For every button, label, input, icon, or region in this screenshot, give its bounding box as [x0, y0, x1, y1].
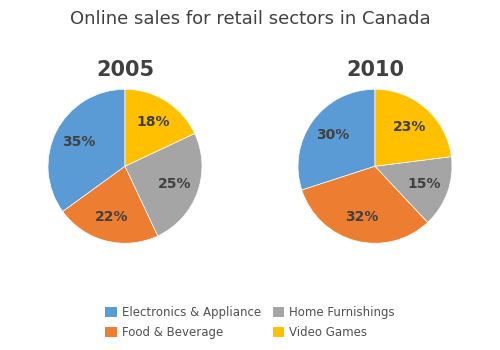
Text: 30%: 30% — [316, 128, 350, 142]
Text: 2005: 2005 — [96, 60, 154, 79]
Text: 35%: 35% — [62, 135, 95, 149]
Wedge shape — [302, 166, 428, 243]
Legend: Electronics & Appliance, Food & Beverage, Home Furnishings, Video Games: Electronics & Appliance, Food & Beverage… — [100, 302, 400, 344]
Text: 15%: 15% — [408, 177, 441, 191]
Wedge shape — [62, 166, 158, 243]
Wedge shape — [125, 133, 202, 236]
Wedge shape — [48, 89, 125, 211]
Wedge shape — [375, 89, 452, 166]
Text: Online sales for retail sectors in Canada: Online sales for retail sectors in Canad… — [70, 10, 430, 28]
Wedge shape — [125, 89, 194, 166]
Text: 18%: 18% — [136, 115, 170, 129]
Text: 23%: 23% — [393, 120, 426, 134]
Wedge shape — [298, 89, 375, 190]
Text: 32%: 32% — [346, 210, 378, 224]
Text: 25%: 25% — [158, 177, 191, 191]
Text: 22%: 22% — [95, 210, 128, 224]
Wedge shape — [375, 156, 452, 222]
Text: 2010: 2010 — [346, 60, 404, 79]
